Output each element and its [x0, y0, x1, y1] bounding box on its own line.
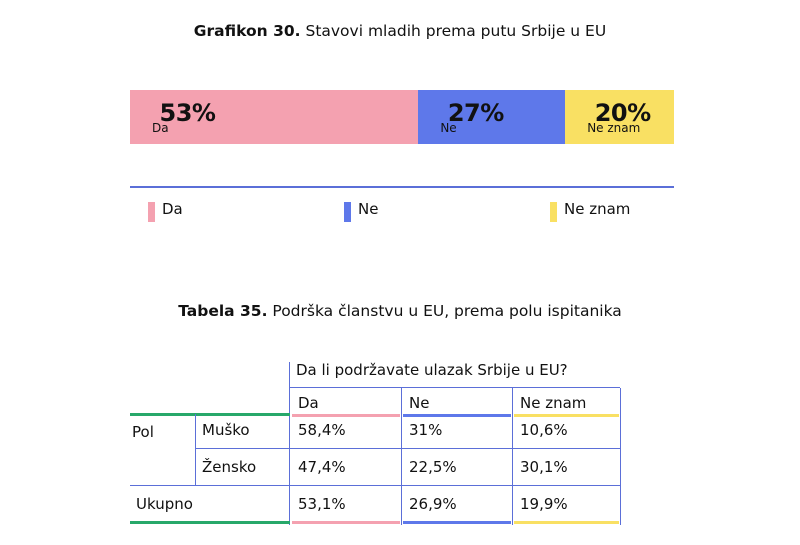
table-title: Tabela 35. Podrška članstvu u EU, prema … [0, 302, 800, 320]
legend-label: Da [162, 200, 183, 218]
bar-value-label: 20% [594, 99, 651, 127]
bar-value-label: 27% [447, 99, 504, 127]
table-column-color-rule [292, 521, 400, 524]
table-total-label: Ukupno [136, 495, 193, 513]
table-title-text: Podrška članstvu u EU, prema polu ispita… [267, 302, 622, 320]
bar-segment-da: 53% Da [130, 90, 419, 144]
table-cell: 58,4% [298, 421, 346, 439]
chart-legend: Da Ne Ne znam [148, 200, 668, 226]
table-column-rule [401, 388, 402, 525]
table-column-color-rule [514, 414, 619, 417]
bar-baseline [130, 186, 674, 188]
stacked-bar: 53% Da 27% Ne 20% Ne znam [130, 90, 674, 144]
bar-category-label: Da [152, 121, 169, 135]
table-row-label: Muško [202, 421, 250, 439]
chart-title-number: Grafikon 30. [193, 22, 301, 40]
table-column-color-rule [403, 521, 511, 524]
legend-item: Ne [344, 200, 378, 222]
legend-label: Ne znam [564, 200, 631, 218]
table-column-header: Ne [409, 394, 430, 412]
table-row-rule [130, 485, 620, 486]
bar-category-label: Ne znam [587, 121, 641, 135]
chart-title: Grafikon 30. Stavovi mladih prema putu S… [0, 22, 800, 40]
legend-item: Da [148, 200, 183, 222]
table-cell: 22,5% [409, 458, 457, 476]
table-question: Da li podržavate ulazak Srbije u EU? [296, 361, 568, 379]
table-column-color-rule [514, 521, 619, 524]
table-row-label: Žensko [202, 458, 257, 476]
table-cell: 30,1% [520, 458, 568, 476]
table-total-cell: 26,9% [409, 495, 457, 513]
table-total-cell: 19,9% [520, 495, 568, 513]
table-column-color-rule [403, 414, 511, 417]
table-column-rule [512, 388, 513, 525]
bar-segment-ne-znam: 20% Ne znam [565, 90, 674, 144]
bar-value-label: 53% [159, 99, 216, 127]
table-column-rule [620, 388, 621, 525]
bar-category-label: Ne [440, 121, 457, 135]
legend-label: Ne [358, 200, 379, 218]
legend-swatch [550, 202, 557, 222]
table-title-number: Tabela 35. [178, 302, 268, 320]
legend-swatch [148, 202, 155, 222]
table-column-header: Ne znam [520, 394, 587, 412]
table-column-header: Da [298, 394, 319, 412]
table-total-cell: 53,1% [298, 495, 346, 513]
table-accent-rule [130, 521, 290, 524]
chart-title-text: Stavovi mladih prema putu Srbije u EU [300, 22, 607, 40]
table-group-label: Pol [132, 423, 154, 441]
table-cell: 47,4% [298, 458, 346, 476]
table-cell: 10,6% [520, 421, 568, 439]
bar-segment-ne: 27% Ne [418, 90, 566, 144]
legend-swatch [344, 202, 351, 222]
table-group-rule [195, 414, 196, 485]
table-column-rule [289, 362, 290, 525]
table-question-rule [290, 387, 620, 388]
table-accent-rule [130, 413, 290, 416]
table-cell: 31% [409, 421, 443, 439]
table-row-rule [196, 448, 620, 449]
legend-item: Ne znam [550, 200, 630, 222]
table-column-color-rule [292, 414, 400, 417]
